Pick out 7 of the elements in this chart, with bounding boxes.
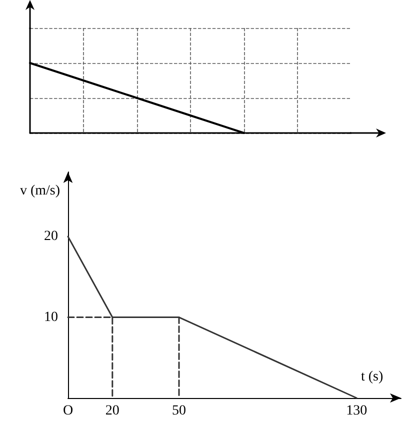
x-tick-label: 130 — [346, 404, 368, 418]
x-axis-title: t (s) — [361, 370, 384, 384]
x-tick-label: 50 — [172, 404, 186, 418]
y-axis-title: v (m/s) — [20, 184, 60, 198]
y-tick-label: 10 — [44, 310, 58, 325]
x-tick-label: 20 — [105, 404, 120, 418]
x-tick-label: O — [62, 404, 74, 418]
